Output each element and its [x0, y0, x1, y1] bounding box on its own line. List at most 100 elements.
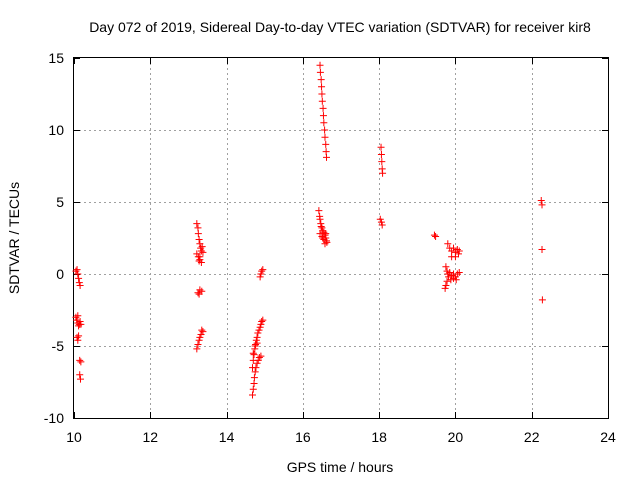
data-point	[537, 197, 545, 205]
data-point	[376, 215, 384, 223]
data-point	[253, 339, 261, 347]
data-point	[378, 221, 386, 229]
data-point	[256, 323, 264, 331]
data-point	[315, 207, 323, 215]
data-point	[77, 358, 85, 366]
y-tick-label: -5	[52, 338, 65, 354]
data-point	[196, 333, 204, 341]
data-point	[256, 273, 264, 281]
data-point	[76, 375, 84, 383]
data-point	[255, 354, 263, 362]
data-point	[75, 279, 83, 287]
data-point	[319, 234, 327, 242]
data-point	[195, 290, 203, 298]
data-point	[377, 143, 385, 151]
x-tick-label: 24	[600, 429, 616, 445]
data-markers	[72, 61, 546, 399]
y-tick-label: 5	[56, 194, 64, 210]
data-point	[455, 247, 463, 255]
x-tick-label: 16	[295, 429, 311, 445]
data-point	[74, 336, 82, 344]
data-point	[316, 61, 324, 69]
data-point	[319, 112, 327, 120]
data-point	[318, 224, 326, 232]
grid-lines	[74, 58, 608, 418]
data-point	[444, 240, 452, 248]
data-point	[194, 341, 202, 349]
data-point	[318, 97, 326, 105]
data-point	[257, 270, 265, 278]
data-point	[442, 263, 450, 271]
data-point	[318, 90, 326, 98]
data-point	[255, 326, 263, 334]
data-point	[317, 76, 325, 84]
data-point	[321, 133, 329, 141]
data-point	[195, 257, 203, 265]
data-point	[322, 230, 330, 238]
data-point	[317, 222, 325, 230]
data-point	[76, 371, 84, 379]
data-point	[193, 220, 201, 228]
data-point	[455, 269, 463, 277]
data-point	[538, 296, 546, 304]
data-point	[249, 349, 257, 357]
data-point	[197, 247, 205, 255]
data-point	[77, 320, 85, 328]
data-point	[199, 328, 207, 336]
data-point	[377, 218, 385, 226]
data-point	[198, 326, 206, 334]
data-point	[194, 253, 202, 261]
data-point	[441, 284, 449, 292]
data-point	[454, 250, 462, 258]
data-point	[73, 333, 81, 341]
data-point	[320, 235, 328, 243]
data-point	[316, 215, 324, 223]
data-point	[73, 266, 81, 274]
x-axis-label: GPS time / hours	[287, 459, 394, 475]
data-point	[254, 329, 262, 337]
y-axis-label: SDTVAR / TECUs	[6, 182, 22, 294]
data-point	[323, 153, 331, 161]
data-point	[257, 320, 265, 328]
data-point	[249, 356, 257, 364]
data-point	[379, 169, 387, 177]
data-point	[377, 150, 385, 158]
data-point	[250, 374, 258, 382]
data-point	[198, 243, 206, 251]
data-point	[195, 336, 203, 344]
data-point	[250, 351, 258, 359]
x-tick-label: 10	[66, 429, 82, 445]
y-tick-label: 0	[56, 266, 64, 282]
data-point	[318, 83, 326, 91]
data-point	[320, 119, 328, 127]
data-point	[257, 352, 265, 360]
x-tick-label: 22	[524, 429, 540, 445]
data-point	[430, 231, 438, 239]
data-point	[452, 276, 460, 284]
data-point	[74, 270, 82, 278]
x-tick-label: 20	[448, 429, 464, 445]
x-tick-label: 14	[219, 429, 235, 445]
data-point	[321, 126, 329, 134]
data-point	[199, 248, 207, 256]
data-point	[193, 250, 201, 258]
data-point	[197, 244, 205, 252]
data-point	[451, 253, 459, 261]
data-point	[252, 336, 260, 344]
data-point	[378, 158, 386, 166]
data-point	[321, 240, 329, 248]
y-tick-label: 10	[48, 122, 64, 138]
data-point	[316, 68, 324, 76]
x-tick-label: 18	[371, 429, 387, 445]
data-point	[538, 246, 546, 254]
data-point	[249, 364, 257, 372]
data-point	[194, 230, 202, 238]
y-tick-label: -10	[44, 410, 64, 426]
data-point	[450, 244, 458, 252]
data-point	[73, 316, 81, 324]
data-point	[443, 277, 451, 285]
data-point	[253, 359, 261, 367]
data-point	[193, 345, 201, 353]
x-tick-label: 12	[142, 429, 158, 445]
data-point	[76, 318, 84, 326]
